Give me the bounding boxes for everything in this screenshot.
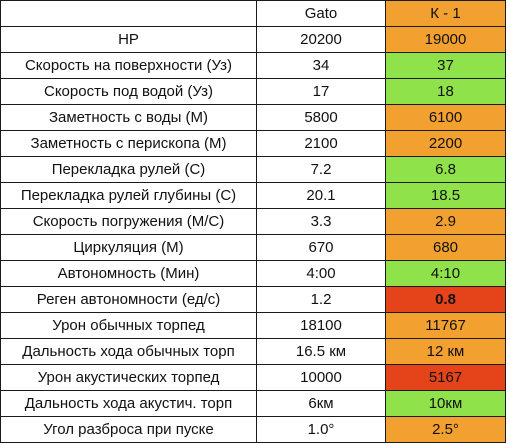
gato-value-cell[interactable]: 20200 (256, 26, 386, 53)
row-label-cell[interactable]: Заметность с воды (М) (0, 104, 257, 131)
table-row: Дальность хода акустич. торп 6км 10км (0, 390, 506, 417)
table-row: Циркуляция (М) 670 680 (0, 234, 506, 261)
row-label-cell[interactable]: Реген автономности (ед/с) (0, 286, 257, 313)
gato-value-cell[interactable]: 18100 (256, 312, 386, 339)
row-label-cell[interactable]: Угол разброса при пуске (0, 416, 257, 443)
k1-value-cell[interactable]: 2.5° (385, 416, 506, 443)
table-row: Перекладка рулей глубины (С) 20.1 18.5 (0, 182, 506, 209)
row-label-cell[interactable]: Скорость погружения (М/С) (0, 208, 257, 235)
row-label-cell[interactable]: Перекладка рулей глубины (С) (0, 182, 257, 209)
table-row: Реген автономности (ед/с) 1.2 0.8 (0, 286, 506, 313)
row-label-cell[interactable]: Перекладка рулей (С) (0, 156, 257, 183)
header-label-cell[interactable] (0, 0, 257, 27)
row-label-cell[interactable]: Дальность хода акустич. торп (0, 390, 257, 417)
k1-value-cell[interactable]: 2200 (385, 130, 506, 157)
row-label-cell[interactable]: Дальность хода обычных торп (0, 338, 257, 365)
k1-value-cell[interactable]: 4:10 (385, 260, 506, 287)
table-row: Угол разброса при пуске 1.0° 2.5° (0, 416, 506, 443)
k1-value-cell[interactable]: 19000 (385, 26, 506, 53)
table-row: Урон обычных торпед 18100 11767 (0, 312, 506, 339)
k1-value-cell[interactable]: 12 км (385, 338, 506, 365)
k1-value-cell[interactable]: 2.9 (385, 208, 506, 235)
table-row: Заметность с воды (М) 5800 6100 (0, 104, 506, 131)
k1-value-cell[interactable]: 37 (385, 52, 506, 79)
row-label-cell[interactable]: Автономность (Мин) (0, 260, 257, 287)
table-row: Автономность (Мин) 4:00 4:10 (0, 260, 506, 287)
row-label-cell[interactable]: Урон акустических торпед (0, 364, 257, 391)
row-label-cell[interactable]: Скорость под водой (Уз) (0, 78, 257, 105)
k1-value-cell[interactable]: 6.8 (385, 156, 506, 183)
header-row: Gato К - 1 (0, 0, 506, 27)
header-k1-cell[interactable]: К - 1 (385, 0, 506, 27)
table-row: Дальность хода обычных торп 16.5 км 12 км (0, 338, 506, 365)
gato-value-cell[interactable]: 5800 (256, 104, 386, 131)
table-row: Скорость на поверхности (Уз) 34 37 (0, 52, 506, 79)
k1-value-cell[interactable]: 680 (385, 234, 506, 261)
table-row: Заметность с перископа (М) 2100 2200 (0, 130, 506, 157)
k1-value-cell[interactable]: 18.5 (385, 182, 506, 209)
gato-value-cell[interactable]: 20.1 (256, 182, 386, 209)
row-label-cell[interactable]: Скорость на поверхности (Уз) (0, 52, 257, 79)
gato-value-cell[interactable]: 17 (256, 78, 386, 105)
header-gato-cell[interactable]: Gato (256, 0, 386, 27)
gato-value-cell[interactable]: 3.3 (256, 208, 386, 235)
row-label-cell[interactable]: Урон обычных торпед (0, 312, 257, 339)
gato-value-cell[interactable]: 670 (256, 234, 386, 261)
k1-value-cell[interactable]: 6100 (385, 104, 506, 131)
gato-value-cell[interactable]: 16.5 км (256, 338, 386, 365)
table-row: Урон акустических торпед 10000 5167 (0, 364, 506, 391)
row-label-cell[interactable]: HP (0, 26, 257, 53)
table-row: Скорость погружения (М/С) 3.3 2.9 (0, 208, 506, 235)
k1-value-cell[interactable]: 0.8 (385, 286, 506, 313)
table-row: HP 20200 19000 (0, 26, 506, 53)
k1-value-cell[interactable]: 18 (385, 78, 506, 105)
gato-value-cell[interactable]: 4:00 (256, 260, 386, 287)
table-row: Перекладка рулей (С) 7.2 6.8 (0, 156, 506, 183)
row-label-cell[interactable]: Циркуляция (М) (0, 234, 257, 261)
k1-value-cell[interactable]: 10км (385, 390, 506, 417)
k1-value-cell[interactable]: 5167 (385, 364, 506, 391)
k1-value-cell[interactable]: 11767 (385, 312, 506, 339)
gato-value-cell[interactable]: 2100 (256, 130, 386, 157)
gato-value-cell[interactable]: 1.2 (256, 286, 386, 313)
gato-value-cell[interactable]: 7.2 (256, 156, 386, 183)
gato-value-cell[interactable]: 6км (256, 390, 386, 417)
gato-value-cell[interactable]: 1.0° (256, 416, 386, 443)
gato-value-cell[interactable]: 34 (256, 52, 386, 79)
gato-value-cell[interactable]: 10000 (256, 364, 386, 391)
row-label-cell[interactable]: Заметность с перископа (М) (0, 130, 257, 157)
table-row: Скорость под водой (Уз) 17 18 (0, 78, 506, 105)
